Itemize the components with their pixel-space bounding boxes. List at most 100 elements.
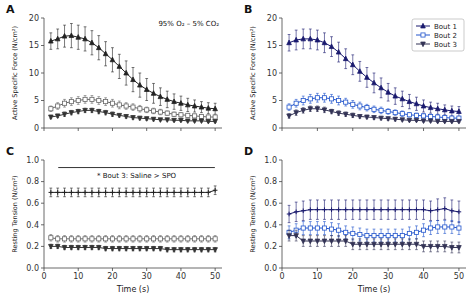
- point: [90, 40, 95, 45]
- error-bar: [159, 246, 162, 250]
- error-bar: [366, 104, 369, 111]
- point: [165, 248, 170, 253]
- point: [308, 36, 313, 41]
- point: [457, 109, 462, 114]
- error-bar: [111, 112, 114, 116]
- error-bar: [387, 117, 390, 120]
- point: [308, 239, 313, 244]
- point: [358, 69, 363, 74]
- point: [206, 237, 210, 241]
- x-tick: [78, 268, 79, 271]
- error-bar: [132, 68, 135, 92]
- point: [336, 239, 341, 244]
- series: [49, 186, 218, 197]
- error-bar: [316, 236, 319, 247]
- point: [315, 239, 320, 244]
- point: [336, 49, 341, 54]
- x-tick: [112, 268, 113, 271]
- point: [172, 112, 176, 116]
- point: [56, 104, 60, 108]
- point: [435, 119, 440, 124]
- point: [287, 40, 292, 45]
- series-line: [51, 99, 215, 117]
- series-line: [289, 98, 459, 118]
- point: [365, 242, 370, 247]
- point: [393, 242, 398, 247]
- point: [55, 114, 60, 119]
- y-tick-label: 0.0: [26, 264, 39, 273]
- point: [185, 119, 190, 124]
- point: [365, 106, 369, 110]
- point: [117, 190, 122, 195]
- point: [97, 98, 101, 102]
- error-bar: [358, 115, 361, 118]
- point: [138, 190, 143, 195]
- error-bar: [373, 73, 376, 93]
- error-bar: [152, 236, 155, 242]
- legend-label: Bout 3: [434, 41, 457, 49]
- error-bar: [302, 222, 305, 235]
- point: [421, 114, 425, 118]
- error-bar: [436, 103, 439, 114]
- error-bar: [125, 188, 128, 197]
- x-tick-label: 40: [418, 272, 428, 281]
- error-bar: [323, 107, 326, 113]
- point: [407, 231, 411, 235]
- error-bar: [111, 246, 114, 250]
- point: [428, 119, 433, 124]
- point: [407, 99, 412, 104]
- y-axis-line: [44, 160, 45, 268]
- error-bar: [309, 200, 312, 219]
- x-tick: [180, 268, 181, 271]
- point: [350, 113, 355, 118]
- error-bar: [443, 220, 446, 233]
- error-bar: [77, 245, 80, 249]
- point: [294, 234, 299, 239]
- y-tick-label: 0.4: [26, 221, 39, 230]
- error-bar: [309, 222, 312, 235]
- error-bar: [111, 188, 114, 197]
- point: [206, 190, 211, 195]
- y-tick: [41, 128, 44, 129]
- point: [124, 190, 129, 195]
- point: [62, 190, 67, 195]
- point: [414, 230, 418, 234]
- point: [179, 101, 184, 106]
- point: [436, 225, 440, 229]
- error-bar: [387, 109, 390, 115]
- x-tick-label: 20: [348, 272, 358, 281]
- x-tick: [44, 128, 45, 131]
- x-tick: [112, 128, 113, 131]
- legend-box: [412, 19, 464, 51]
- error-bar: [91, 31, 94, 55]
- point: [83, 36, 88, 41]
- point: [144, 247, 149, 252]
- point: [400, 118, 405, 123]
- point: [165, 118, 170, 123]
- error-bar: [408, 227, 411, 240]
- error-bar: [344, 49, 347, 69]
- error-bar: [152, 83, 155, 103]
- error-bar: [288, 205, 291, 222]
- y-tick: [41, 160, 44, 161]
- point: [90, 237, 94, 241]
- error-bar: [351, 113, 354, 117]
- error-bar: [138, 188, 141, 197]
- point: [151, 91, 156, 96]
- error-bar: [186, 236, 189, 242]
- error-bar: [207, 247, 210, 251]
- x-tick-label: 40: [176, 272, 186, 281]
- error-bar: [118, 236, 121, 242]
- point: [301, 226, 305, 230]
- point: [414, 207, 419, 212]
- y-tick-label: 5: [272, 96, 277, 105]
- point: [450, 119, 455, 124]
- point: [55, 36, 60, 41]
- error-bar: [344, 98, 347, 106]
- point: [343, 56, 348, 61]
- point: [329, 207, 334, 212]
- error-bar: [295, 202, 298, 221]
- point: [192, 119, 197, 124]
- error-bar: [111, 236, 114, 242]
- point: [90, 190, 95, 195]
